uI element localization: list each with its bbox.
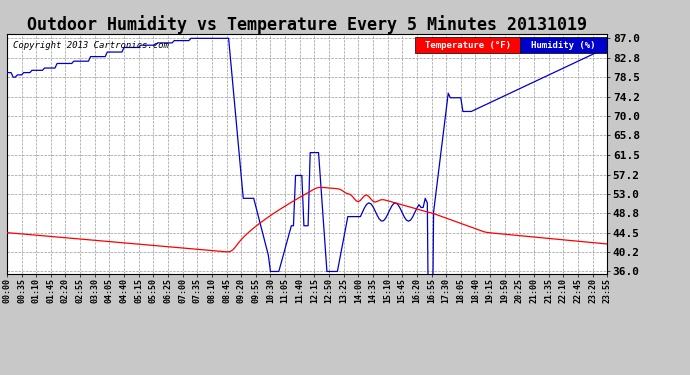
Text: Copyright 2013 Cartronics.com: Copyright 2013 Cartronics.com — [13, 41, 169, 50]
FancyBboxPatch shape — [520, 38, 607, 53]
Text: Humidity (%): Humidity (%) — [531, 41, 595, 50]
Text: Temperature (°F): Temperature (°F) — [425, 41, 511, 50]
FancyBboxPatch shape — [415, 38, 520, 53]
Title: Outdoor Humidity vs Temperature Every 5 Minutes 20131019: Outdoor Humidity vs Temperature Every 5 … — [27, 15, 587, 34]
